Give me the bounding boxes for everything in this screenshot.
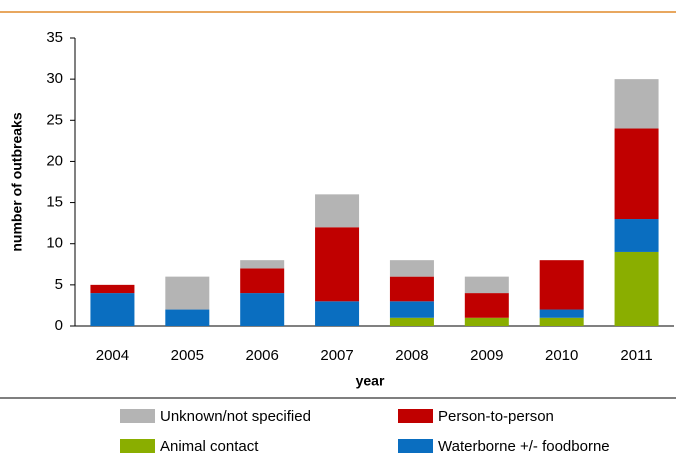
x-tick-label: 2007 (320, 347, 353, 364)
bar-segment (464, 276, 509, 294)
bar-segment (240, 293, 285, 326)
bar-segment (614, 79, 659, 129)
bar-segment (165, 276, 210, 310)
y-tick-label: 25 (46, 111, 63, 128)
bar-segment (315, 194, 360, 228)
legend-label: Waterborne +/- foodborne (438, 438, 610, 455)
bar-segment (90, 293, 135, 326)
y-tick-label: 10 (46, 235, 63, 252)
x-tick-label: 2009 (470, 347, 503, 364)
bar-segment (389, 276, 434, 302)
legend-swatch (398, 439, 433, 453)
y-tick-label: 15 (46, 194, 63, 211)
x-tick-label: 2010 (545, 347, 578, 364)
bar-segment (539, 260, 584, 310)
x-tick-label: 2008 (395, 347, 428, 364)
bar-segment (539, 317, 584, 326)
y-axis-label: number of outbreaks (9, 112, 25, 251)
x-tick-label: 2011 (620, 347, 652, 364)
y-tick-label: 35 (46, 29, 63, 46)
y-tick-label: 30 (46, 70, 63, 87)
legend-swatch (120, 439, 155, 453)
bar-segment (614, 219, 659, 252)
y-tick-label: 20 (46, 152, 63, 169)
x-tick-label: 2006 (246, 347, 279, 364)
bar-segment (315, 227, 360, 302)
bar-segment (389, 260, 434, 277)
bar-segment (240, 260, 285, 269)
bar-segment (614, 128, 659, 220)
x-axis-label: year (356, 373, 385, 389)
bar-segment (614, 251, 659, 326)
bar-segment (464, 293, 509, 318)
bar-segment (539, 309, 584, 318)
x-tick-label: 2004 (96, 347, 129, 364)
bar-segment (90, 284, 135, 294)
bar-segment (464, 317, 509, 326)
bar-segment (165, 309, 210, 326)
bar-segment (315, 301, 360, 326)
legend-label: Person-to-person (438, 408, 554, 425)
y-tick-label: 0 (55, 317, 63, 334)
y-tick-label: 5 (55, 276, 63, 293)
x-tick-label: 2005 (171, 347, 204, 364)
bar-segment (389, 301, 434, 318)
bar-segment (240, 268, 285, 294)
legend-label: Unknown/not specified (160, 408, 311, 425)
legend-swatch (398, 409, 433, 423)
legend-swatch (120, 409, 155, 423)
legend-label: Animal contact (160, 438, 259, 455)
bar-segment (389, 317, 434, 326)
